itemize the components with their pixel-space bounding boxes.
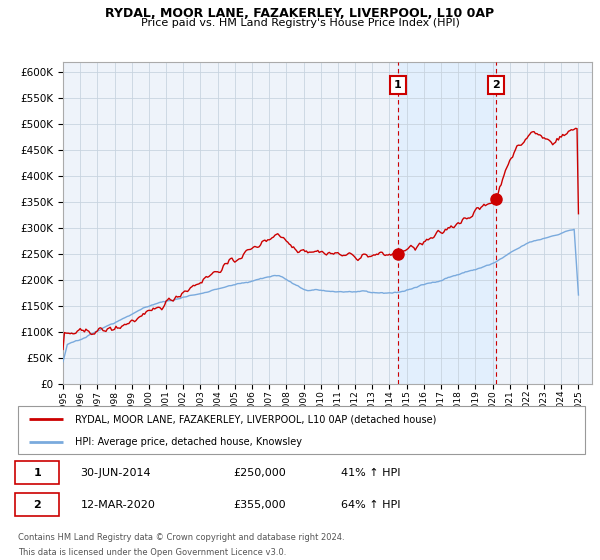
FancyBboxPatch shape [15, 461, 59, 484]
Text: £355,000: £355,000 [233, 500, 286, 510]
Text: 2: 2 [492, 80, 500, 90]
Bar [398, 62, 496, 384]
Text: 1: 1 [394, 80, 402, 90]
Text: 12-MAR-2020: 12-MAR-2020 [80, 500, 155, 510]
Text: RYDAL, MOOR LANE, FAZAKERLEY, LIVERPOOL, L10 0AP: RYDAL, MOOR LANE, FAZAKERLEY, LIVERPOOL,… [106, 7, 494, 20]
Text: Price paid vs. HM Land Registry's House Price Index (HPI): Price paid vs. HM Land Registry's House … [140, 18, 460, 28]
Text: Contains HM Land Registry data © Crown copyright and database right 2024.: Contains HM Land Registry data © Crown c… [18, 533, 344, 542]
Text: RYDAL, MOOR LANE, FAZAKERLEY, LIVERPOOL, L10 0AP (detached house): RYDAL, MOOR LANE, FAZAKERLEY, LIVERPOOL,… [75, 414, 436, 424]
Text: 64% ↑ HPI: 64% ↑ HPI [341, 500, 401, 510]
Text: 41% ↑ HPI: 41% ↑ HPI [341, 468, 401, 478]
Text: 1: 1 [34, 468, 41, 478]
Text: HPI: Average price, detached house, Knowsley: HPI: Average price, detached house, Know… [75, 437, 302, 447]
Text: This data is licensed under the Open Government Licence v3.0.: This data is licensed under the Open Gov… [18, 548, 286, 557]
FancyBboxPatch shape [15, 493, 59, 516]
Text: £250,000: £250,000 [233, 468, 286, 478]
Text: 2: 2 [34, 500, 41, 510]
FancyBboxPatch shape [18, 406, 585, 454]
Text: 30-JUN-2014: 30-JUN-2014 [80, 468, 151, 478]
